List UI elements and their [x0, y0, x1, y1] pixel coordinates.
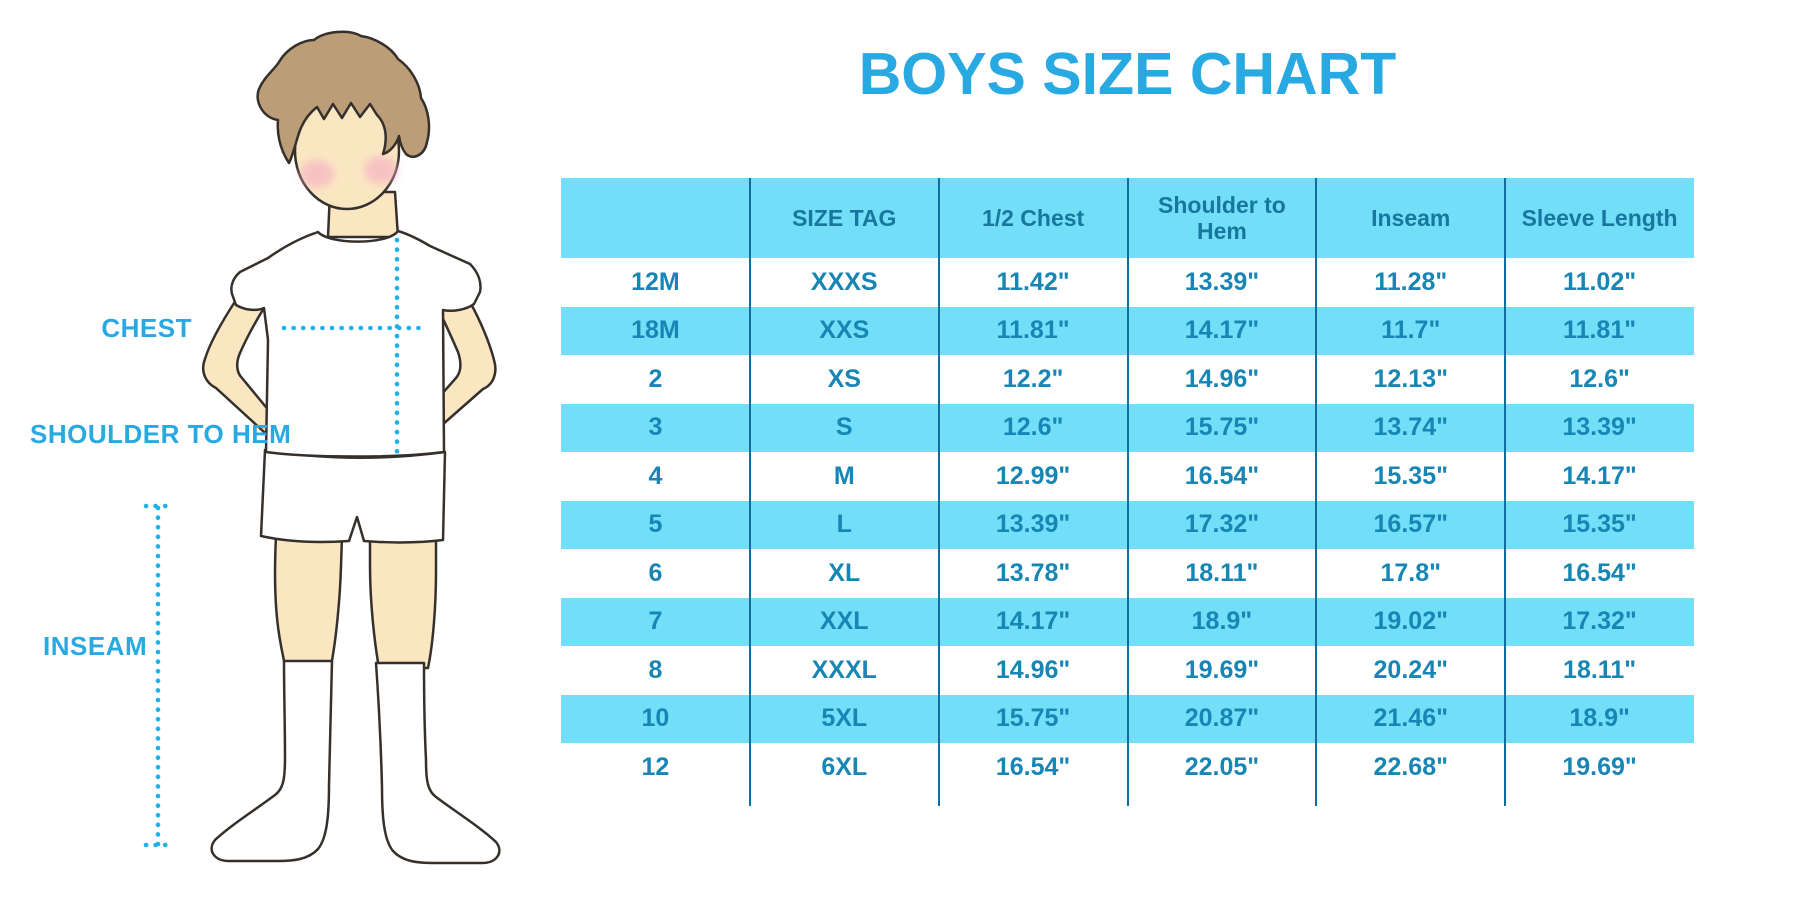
measurement-cell: S: [835, 413, 853, 442]
measurement-cell: 12.13": [1373, 364, 1448, 393]
measurement-cell: 18.11": [1185, 558, 1259, 587]
boy-illustration: [143, 30, 501, 865]
measurement-cell: 13.39": [1562, 413, 1637, 442]
header-cell-sleeve: Sleeve Length: [1521, 205, 1678, 231]
header-cell-inseam: Inseam: [1371, 205, 1451, 231]
measurement-cell: 11.28": [1374, 267, 1448, 296]
size-cell: 12: [641, 752, 670, 781]
size-cell: 5: [648, 510, 663, 539]
measurement-cell: 16.54": [1184, 461, 1260, 490]
measurement-cell: 16.54": [1562, 558, 1637, 587]
measurement-cell: M: [833, 461, 855, 490]
inseam-label: INSEAM: [43, 631, 148, 661]
table-row: 8 XXXL 14.96" 19.69" 20.24" 18.11": [561, 646, 1694, 695]
measurement-cell: 5XL: [821, 704, 868, 733]
measurement-cell: XXXS: [810, 267, 878, 296]
measurement-cell: 11.81": [996, 316, 1070, 345]
measurement-cell: XL: [828, 558, 861, 587]
size-cell: 6: [648, 558, 663, 587]
boy-shirt: [230, 229, 482, 458]
measurement-cell: 11.7": [1381, 316, 1441, 345]
measurement-cell: 12.2": [1002, 364, 1064, 393]
boy-right-leg: [368, 536, 438, 670]
measurement-cell: 22.05": [1184, 752, 1260, 781]
measurement-cell: 19.02": [1373, 607, 1448, 636]
boy-hair: [256, 30, 431, 165]
measurement-cell: XS: [827, 364, 861, 393]
column-divider: [748, 178, 751, 806]
measurement-cell: 13.39": [1184, 267, 1260, 296]
column-divider: [937, 178, 940, 806]
boy-right-sock: [374, 661, 501, 865]
measurement-cell: 22.68": [1373, 752, 1448, 781]
boy-left-sock: [210, 659, 334, 863]
table-row: 12 6XL 16.54" 22.05" 22.68" 19.69": [561, 743, 1694, 792]
measurement-cell: 18.11": [1563, 655, 1637, 684]
size-cell: 3: [648, 413, 663, 442]
boy-shorts: [259, 448, 447, 544]
measurement-cell: 15.75": [995, 704, 1071, 733]
measurement-cell: 16.54": [995, 752, 1071, 781]
measurement-cell: L: [836, 510, 852, 539]
measurement-cell: 11.42": [996, 267, 1070, 296]
measurement-cell: 6XL: [821, 752, 868, 781]
measurement-cell: 17.8": [1380, 558, 1441, 587]
measurement-cell: 12.6": [1569, 364, 1630, 393]
measurement-cell: 14.17": [1184, 316, 1260, 345]
measurement-cell: XXL: [819, 607, 869, 636]
size-cell: 8: [648, 655, 663, 684]
measurement-cell: 13.78": [995, 558, 1071, 587]
size-cell: 10: [641, 704, 670, 733]
measurement-cell: 14.96": [1184, 364, 1260, 393]
column-divider: [1315, 178, 1318, 806]
measurement-cell: 11.02": [1563, 267, 1637, 296]
size-cell: 18M: [631, 316, 680, 345]
measurement-cell: 20.24": [1373, 655, 1448, 684]
measurement-cell: 12.99": [995, 461, 1071, 490]
measurement-cell: 13.39": [995, 510, 1071, 539]
measurement-cell: 19.69": [1184, 655, 1260, 684]
header-cell-size-tag: SIZE TAG: [792, 205, 897, 231]
size-table: SIZE TAG 1/2 Chest Shoulder to Hem Insea…: [561, 178, 1694, 806]
measurement-cell: 11.81": [1563, 316, 1637, 345]
chest-label: CHEST: [101, 313, 192, 343]
measurement-cell: 15.75": [1184, 413, 1260, 442]
header-cell-shoulder-hem: Shoulder to Hem: [1158, 192, 1286, 244]
measurement-cell: XXS: [819, 316, 870, 345]
column-divider: [1504, 178, 1507, 806]
measurement-cell: 18.9": [1569, 704, 1630, 733]
table-row: 2 XS 12.2" 14.96" 12.13" 12.6": [561, 355, 1694, 404]
size-cell: 7: [648, 607, 663, 636]
measurement-cell: 13.74": [1373, 413, 1448, 442]
size-cell: 12M: [631, 267, 680, 296]
size-cell: 4: [648, 461, 663, 490]
measurement-cell: 15.35": [1562, 510, 1637, 539]
measurement-cell: 15.35": [1373, 461, 1448, 490]
measurement-guides: [143, 237, 427, 848]
boy-left-leg: [273, 534, 344, 668]
table-row: 12M XXXS 11.42" 13.39" 11.28" 11.02": [561, 258, 1694, 307]
measurement-cell: 16.57": [1373, 510, 1448, 539]
boy-blush: [300, 156, 398, 188]
measurement-cell: 20.87": [1184, 704, 1260, 733]
header-cell-empty: [561, 178, 750, 258]
page-title: BOYS SIZE CHART: [858, 41, 1397, 107]
measurement-cell: 14.17": [1562, 461, 1637, 490]
measurement-cell: 17.32": [1184, 510, 1260, 539]
measurement-cell: 12.6": [1002, 413, 1064, 442]
table-row: 6 XL 13.78" 18.11" 17.8" 16.54": [561, 549, 1694, 598]
measurement-cell: 21.46": [1373, 704, 1448, 733]
size-cell: 2: [648, 364, 663, 393]
measurement-cell: 18.9": [1191, 607, 1253, 636]
measurement-cell: 19.69": [1562, 752, 1637, 781]
measurement-cell: 14.96": [995, 655, 1071, 684]
measurement-cell: 14.17": [995, 607, 1071, 636]
column-divider: [1126, 178, 1129, 806]
measurement-cell: 17.32": [1562, 607, 1637, 636]
header-cell-half-chest: 1/2 Chest: [981, 205, 1085, 231]
table-row: 4 M 12.99" 16.54" 15.35" 14.17": [561, 452, 1694, 501]
measurement-cell: XXXL: [811, 655, 877, 684]
shoulder-to-hem-label: SHOULDER TO HEM: [30, 419, 292, 449]
